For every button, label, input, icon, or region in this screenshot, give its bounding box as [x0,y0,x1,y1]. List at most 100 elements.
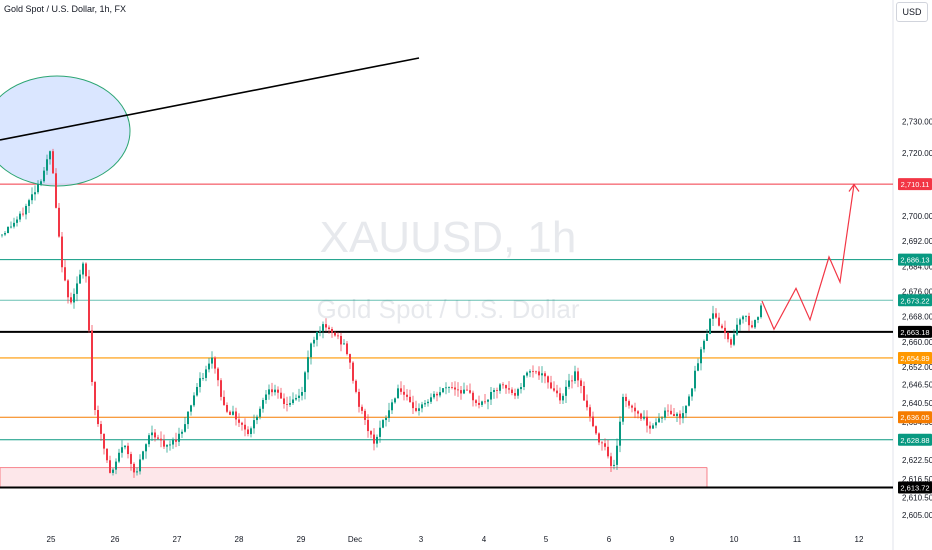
candle[interactable] [166,443,168,453]
candle[interactable] [109,455,111,474]
candle[interactable] [316,331,318,347]
candle[interactable] [313,336,315,348]
candle[interactable] [754,319,756,329]
candle[interactable] [346,341,348,356]
candle[interactable] [625,393,627,408]
candle[interactable] [163,434,165,449]
candle[interactable] [436,391,438,402]
candle[interactable] [433,391,435,400]
candle[interactable] [562,393,564,405]
candle[interactable] [208,357,210,373]
candle[interactable] [742,315,744,324]
candle[interactable] [574,365,576,384]
candle[interactable] [370,430,372,439]
candle[interactable] [586,394,588,411]
candle[interactable] [220,378,222,401]
candle[interactable] [193,392,195,408]
candle[interactable] [643,410,645,421]
candle[interactable] [76,276,78,302]
candle[interactable] [343,339,345,345]
candle[interactable] [760,303,762,319]
candle[interactable] [382,418,384,429]
candle[interactable] [700,346,702,371]
candle[interactable] [613,459,615,470]
candle[interactable] [244,418,246,437]
candle[interactable] [412,395,414,414]
candle[interactable] [652,423,654,429]
candle[interactable] [565,380,567,404]
demand-zone[interactable] [0,467,708,488]
candle[interactable] [430,393,432,404]
candle[interactable] [691,388,693,401]
candle[interactable] [265,389,267,404]
candle[interactable] [535,370,537,375]
candle[interactable] [289,396,291,407]
candle[interactable] [637,409,639,419]
trend-line[interactable] [0,57,420,141]
candle[interactable] [310,342,312,365]
candle[interactable] [730,337,732,348]
candle[interactable] [598,432,600,446]
candle[interactable] [82,261,84,279]
candle[interactable] [307,350,309,380]
candle[interactable] [337,332,339,340]
candle[interactable] [199,372,201,393]
candle[interactable] [268,384,270,400]
candle[interactable] [148,433,150,448]
candle[interactable] [379,420,381,443]
candle[interactable] [385,415,387,427]
candle[interactable] [232,405,234,416]
candle[interactable] [649,421,651,434]
candle[interactable] [673,407,675,417]
candle[interactable] [22,207,24,217]
candle[interactable] [67,279,69,304]
candle[interactable] [283,393,285,409]
candle[interactable] [157,434,159,440]
candle[interactable] [631,404,633,413]
candle[interactable] [70,292,72,305]
candle[interactable] [361,404,363,415]
candle[interactable] [616,438,618,471]
candle[interactable] [622,393,624,425]
candle[interactable] [295,394,297,401]
candle[interactable] [13,217,15,229]
candle[interactable] [661,416,663,423]
candle[interactable] [604,438,606,451]
candle[interactable] [127,442,129,459]
candle[interactable] [211,351,213,369]
candle[interactable] [739,317,741,332]
candle[interactable] [457,382,459,397]
candle[interactable] [154,429,156,442]
candle[interactable] [34,185,36,201]
candle[interactable] [736,318,738,337]
candle[interactable] [181,429,183,439]
candle[interactable] [46,154,48,175]
candle[interactable] [184,417,186,433]
candle[interactable] [703,339,705,353]
candle[interactable] [205,365,207,382]
candle[interactable] [640,412,642,421]
candle[interactable] [727,331,729,343]
candle[interactable] [229,410,231,416]
candle[interactable] [676,412,678,423]
candle[interactable] [73,288,75,309]
candle[interactable] [421,401,423,413]
candle[interactable] [79,269,81,284]
candle[interactable] [655,418,657,429]
candle[interactable] [751,320,753,329]
candle[interactable] [418,403,420,416]
candle[interactable] [607,439,609,459]
candle[interactable] [463,382,465,395]
candle[interactable] [466,385,468,391]
candle[interactable] [214,356,216,374]
candle[interactable] [223,390,225,407]
candle[interactable] [547,375,549,389]
candle[interactable] [40,179,42,187]
candle[interactable] [610,452,612,472]
candle[interactable] [697,358,699,372]
candle[interactable] [247,426,249,437]
candle[interactable] [160,431,162,448]
candle[interactable] [601,440,603,451]
candle[interactable] [460,386,462,400]
